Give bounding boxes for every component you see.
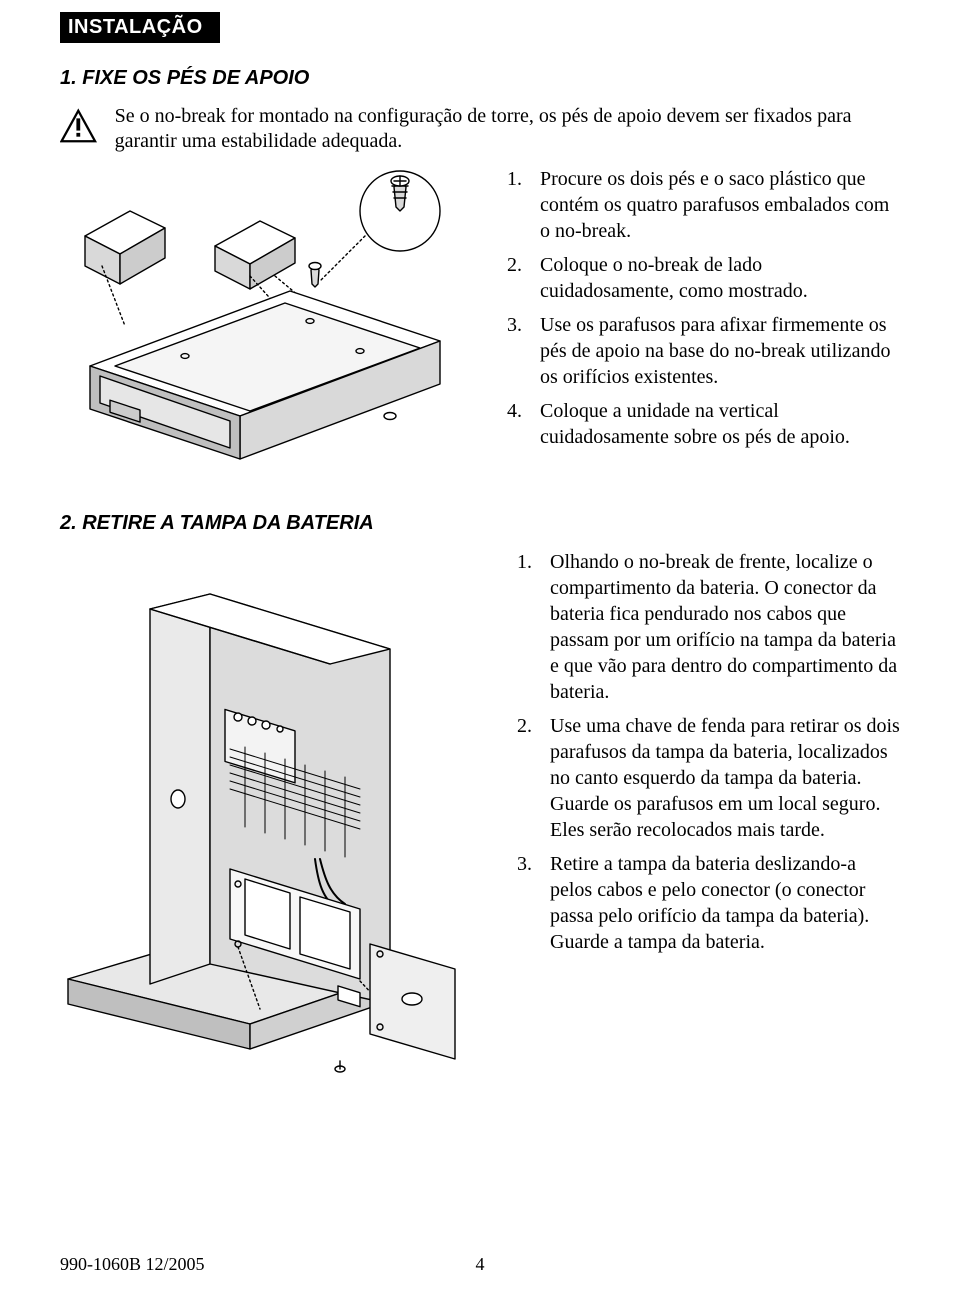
section1-diagram-col bbox=[60, 166, 470, 466]
step-text: Retire a tampa da bateria deslizando-a p… bbox=[550, 851, 900, 955]
list-item: 2.Use uma chave de fenda para retirar os… bbox=[510, 713, 900, 843]
step-number: 3. bbox=[510, 851, 532, 955]
section-header-text: INSTALAÇÃO bbox=[68, 16, 203, 38]
step-text: Coloque o no-break de lado cuidadosament… bbox=[540, 252, 900, 304]
section2-diagram-col bbox=[60, 549, 490, 1089]
step-number: 2. bbox=[500, 252, 522, 304]
step-number: 1. bbox=[500, 166, 522, 244]
list-item: 3.Retire a tampa da bateria deslizando-a… bbox=[510, 851, 900, 955]
section2-title: 2. RETIRE A TAMPA DA BATERIA bbox=[60, 512, 900, 535]
step-text: Use uma chave de fenda para retirar os d… bbox=[550, 713, 900, 843]
step-text: Use os parafusos para afixar firmemente … bbox=[540, 312, 900, 390]
step-number: 2. bbox=[510, 713, 532, 843]
section1-steps-col: 1.Procure os dois pés e o saco plástico … bbox=[500, 166, 900, 458]
section1-title: 1. FIXE OS PÉS DE APOIO bbox=[60, 67, 900, 90]
step-number: 4. bbox=[500, 398, 522, 450]
section2-body: 1.Olhando o no-break de frente, localize… bbox=[60, 549, 900, 1089]
section1-intro-row: Se o no-break for montado na configuraçã… bbox=[60, 104, 900, 154]
section1-intro-text: Se o no-break for montado na configuraçã… bbox=[115, 104, 900, 154]
section2: 2. RETIRE A TAMPA DA BATERIA bbox=[60, 512, 900, 1089]
page-footer: 990-1060B 12/2005 4 bbox=[60, 1254, 900, 1275]
step-text: Procure os dois pés e o saco plástico qu… bbox=[540, 166, 900, 244]
step-text: Olhando o no-break de frente, localize o… bbox=[550, 549, 900, 705]
step-number: 3. bbox=[500, 312, 522, 390]
page: INSTALAÇÃO 1. FIXE OS PÉS DE APOIO Se o … bbox=[0, 0, 960, 1293]
step-number: 1. bbox=[510, 549, 532, 705]
list-item: 3.Use os parafusos para afixar firmement… bbox=[500, 312, 900, 390]
list-item: 1.Procure os dois pés e o saco plástico … bbox=[500, 166, 900, 244]
diagram-mount-feet bbox=[60, 166, 470, 466]
section2-steps-col: 1.Olhando o no-break de frente, localize… bbox=[510, 549, 900, 963]
footer-page-number: 4 bbox=[60, 1254, 900, 1275]
caution-icon bbox=[60, 104, 97, 148]
diagram-battery-cover bbox=[60, 549, 490, 1089]
list-item: 4. Coloque a unidade na vertical cuidados… bbox=[500, 398, 900, 450]
section2-steps: 1.Olhando o no-break de frente, localize… bbox=[510, 549, 900, 955]
section-header: INSTALAÇÃO bbox=[60, 12, 220, 43]
step-text: Coloque a unidade na vertical cuidadosam… bbox=[540, 398, 900, 450]
list-item: 2. Coloque o no-break de lado cuidadosame… bbox=[500, 252, 900, 304]
list-item: 1.Olhando o no-break de frente, localize… bbox=[510, 549, 900, 705]
section1-steps: 1.Procure os dois pés e o saco plástico … bbox=[500, 166, 900, 450]
section1-body: 1.Procure os dois pés e o saco plástico … bbox=[60, 166, 900, 466]
